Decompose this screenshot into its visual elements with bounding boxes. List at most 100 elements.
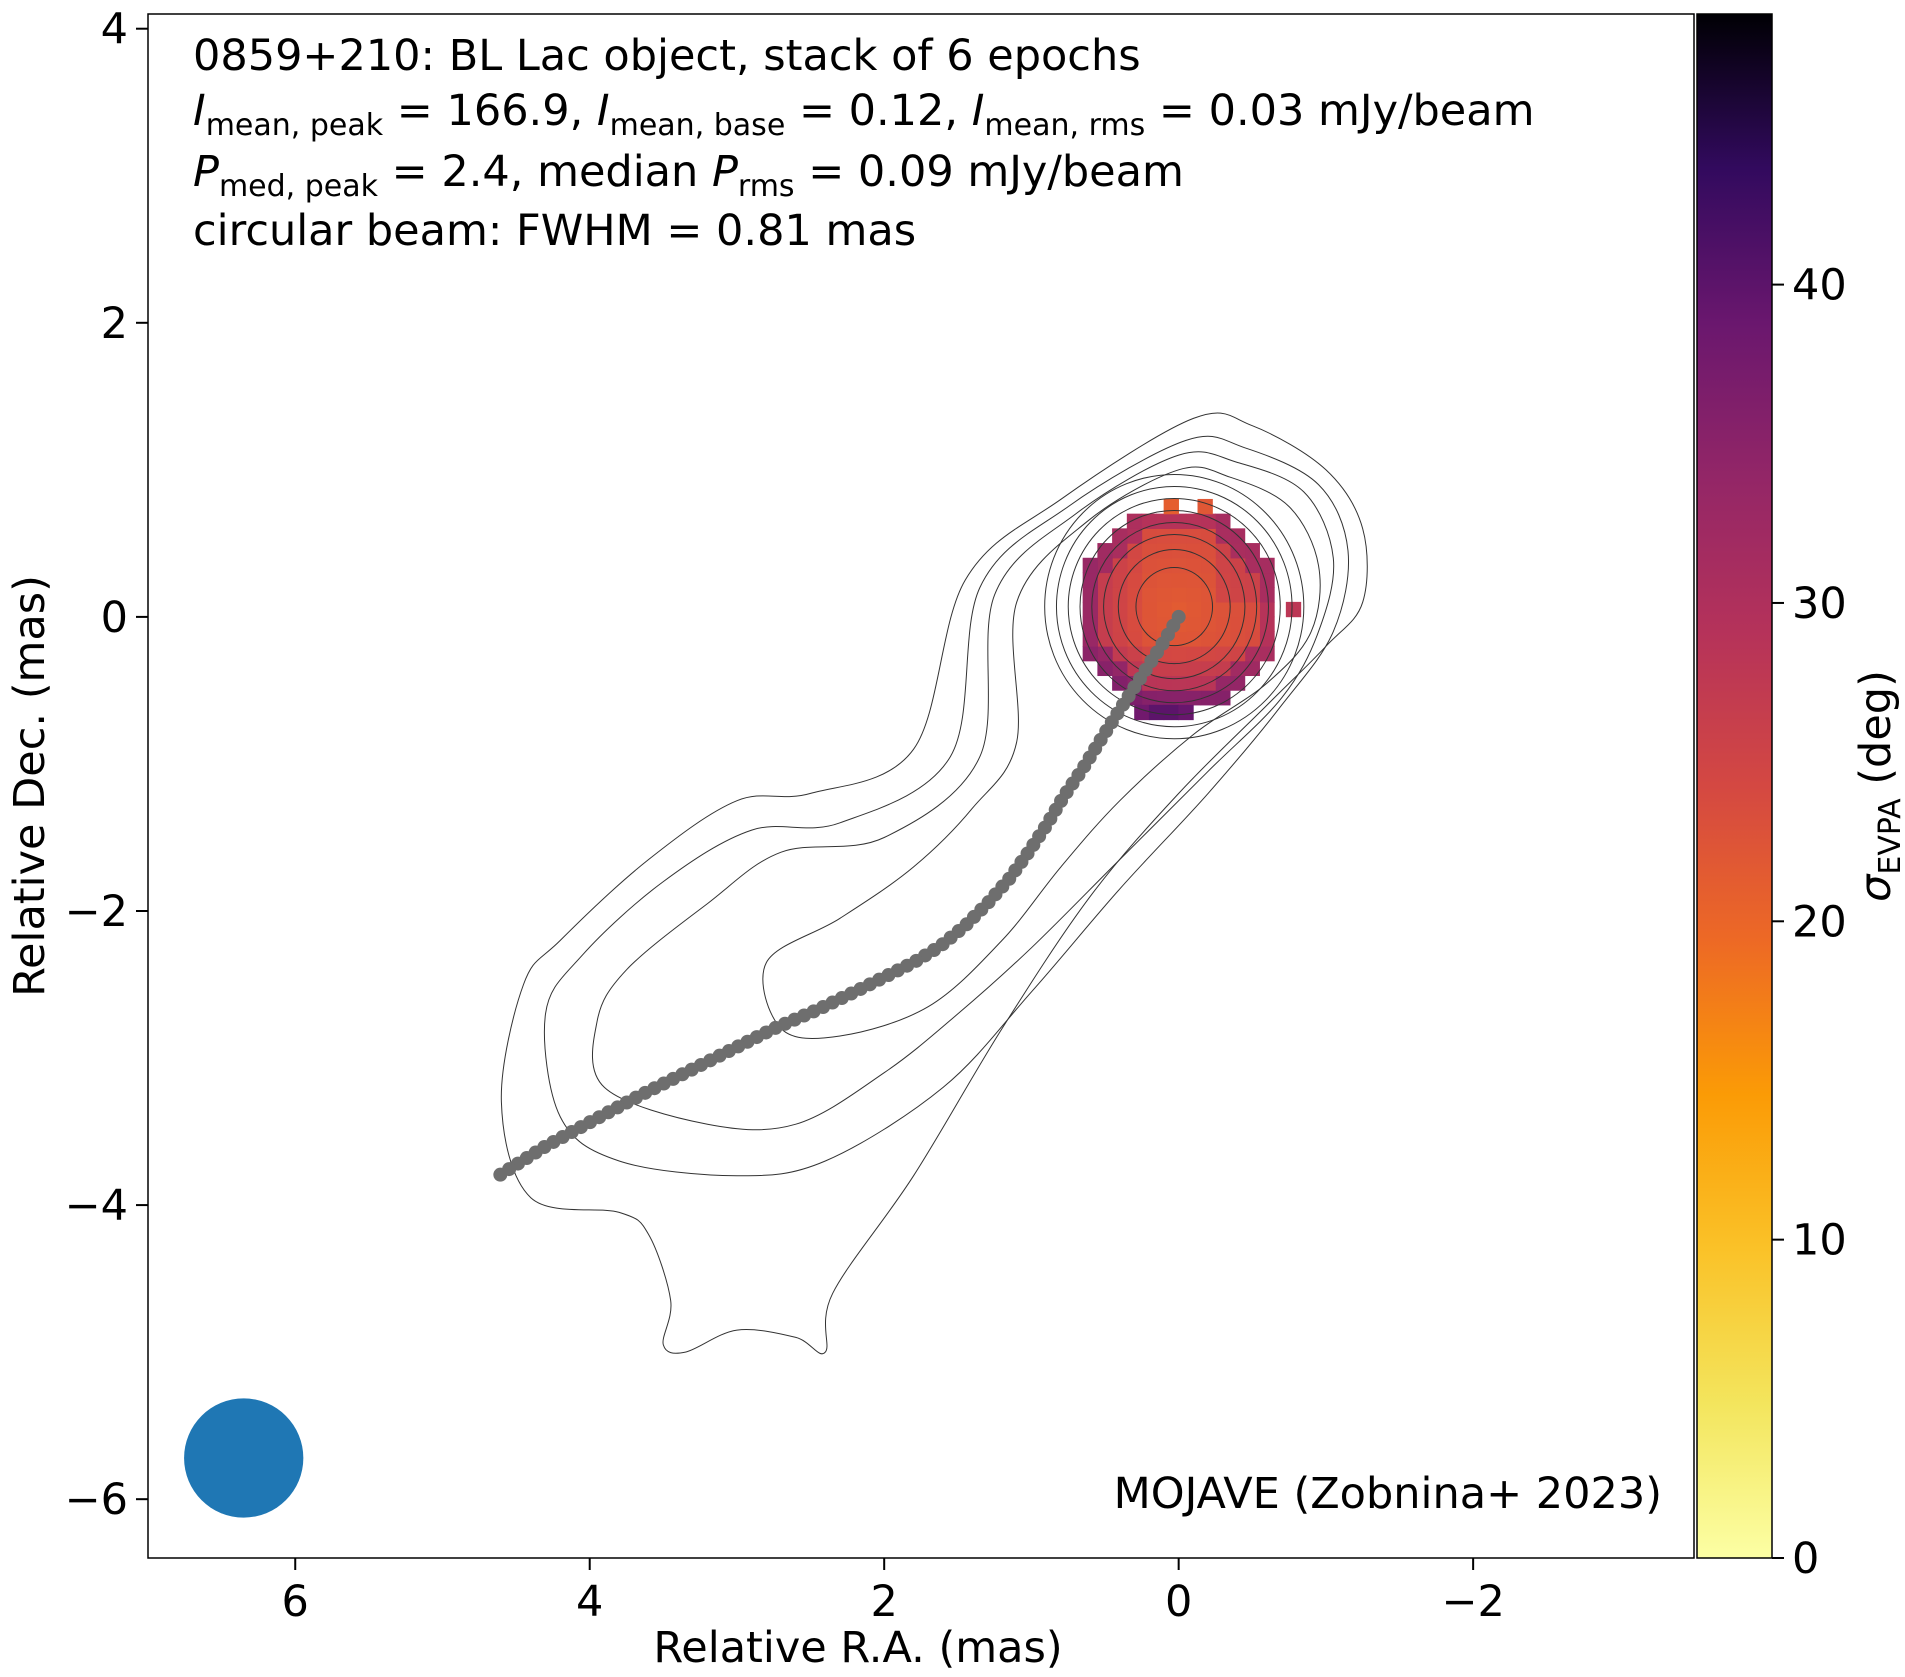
- plot-frame: [147, 13, 1695, 1559]
- x-axis-label: Relative R.A. (mas): [653, 1623, 1062, 1673]
- evpa-pixel: [1126, 557, 1143, 574]
- evpa-pixel: [1141, 543, 1157, 559]
- evpa-pixel: [1126, 601, 1143, 618]
- evpa-pixel: [1185, 601, 1202, 618]
- evpa-pixel: [1244, 587, 1260, 603]
- evpa-pixel: [1156, 557, 1172, 574]
- evpa-pixel: [1141, 631, 1157, 647]
- evpa-pixel: [1215, 660, 1231, 677]
- evpa-pixel: [1148, 704, 1165, 721]
- evpa-pixel: [1082, 601, 1098, 618]
- evpa-pixel: [1244, 616, 1260, 632]
- evpa-pixel: [1229, 645, 1246, 662]
- evpa-pixel: [1112, 631, 1128, 647]
- evpa-pixel: [1112, 528, 1128, 544]
- x-tick-label: 2: [871, 1577, 898, 1627]
- evpa-pixel: [1185, 645, 1202, 662]
- evpa-pixel: [1126, 528, 1143, 544]
- evpa-pixel: [1244, 557, 1260, 574]
- evpa-pixel: [1244, 601, 1260, 618]
- annotation-line-4: circular beam: FWHM = 0.81 mas: [193, 206, 916, 256]
- contour-level: [1091, 521, 1258, 692]
- evpa-pixel: [1171, 675, 1187, 691]
- evpa-pixel: [1200, 528, 1216, 544]
- contour-level: [1067, 497, 1281, 716]
- x-tick-label: 0: [1165, 1577, 1192, 1627]
- evpa-pixel: [1112, 557, 1128, 574]
- evpa-pixel: [1229, 660, 1246, 677]
- contour-level: [762, 466, 1321, 1039]
- evpa-pixel: [1082, 616, 1098, 632]
- evpa-pixel: [1229, 543, 1246, 559]
- evpa-pixel: [1244, 660, 1260, 677]
- evpa-pixel: [1171, 543, 1187, 559]
- evpa-pixel: [1185, 616, 1202, 632]
- evpa-pixel: [1185, 631, 1202, 647]
- evpa-pixel: [1185, 660, 1202, 677]
- evpa-pixel: [1259, 572, 1275, 588]
- ridge-point: [493, 1167, 508, 1182]
- evpa-pixel: [1097, 557, 1113, 574]
- colorbar-tick-label: 30: [1792, 579, 1847, 629]
- evpa-pixel: [1141, 557, 1157, 574]
- evpa-pixel: [1171, 572, 1187, 588]
- y-tick-label: 0: [101, 593, 128, 643]
- evpa-pixel: [1200, 660, 1216, 677]
- evpa-pixel: [1171, 690, 1187, 706]
- contour-level: [1103, 534, 1246, 680]
- evpa-pixel: [1200, 631, 1216, 647]
- evpa-pixel: [1156, 675, 1172, 691]
- x-axis-ticks: 6 4 2 0 −2: [282, 1558, 1505, 1627]
- colorbar-tick-label: 10: [1792, 1216, 1847, 1266]
- evpa-pixel: [1259, 631, 1275, 647]
- evpa-pixel: [1126, 631, 1143, 647]
- evpa-pixel: [1141, 572, 1157, 588]
- evpa-pixel: [1229, 616, 1246, 632]
- evpa-pixel: [1259, 587, 1275, 603]
- contour-level: [543, 435, 1349, 1177]
- contour-level: [1044, 473, 1305, 740]
- evpa-pixel: [1229, 587, 1246, 603]
- y-tick-label: −2: [65, 887, 128, 937]
- evpa-pixel: [1229, 601, 1246, 618]
- evpa-pixel: [1156, 513, 1172, 529]
- evpa-pixel: [1097, 660, 1113, 677]
- evpa-pixel: [1156, 528, 1172, 544]
- evpa-pixel: [1156, 587, 1172, 603]
- evpa-pixel: [1082, 557, 1098, 574]
- evpa-pixel: [1259, 645, 1275, 662]
- evpa-pixel: [1215, 690, 1231, 706]
- evpa-pixel: [1215, 543, 1231, 559]
- evpa-pixel: [1229, 557, 1246, 574]
- evpa-pixel: [1200, 543, 1216, 559]
- evpa-pixel: [1215, 601, 1231, 618]
- evpa-pixel: [1200, 513, 1216, 529]
- evpa-pixel: [1185, 690, 1202, 706]
- contour-level: [1135, 567, 1214, 647]
- evpa-pixel: [1178, 704, 1194, 721]
- evpa-pixel: [1097, 587, 1113, 603]
- evpa-pixel: [1112, 572, 1128, 588]
- y-tick-label: −6: [65, 1475, 128, 1525]
- evpa-pixel: [1197, 498, 1213, 515]
- colorbar-ticks: 0 10 20 30 40: [1772, 261, 1847, 1584]
- evpa-pixel: [1229, 675, 1246, 691]
- evpa-pixel: [1215, 557, 1231, 574]
- evpa-pixel: [1185, 528, 1202, 544]
- intensity-contours: [500, 412, 1368, 1355]
- x-tick-label: 4: [576, 1577, 603, 1627]
- evpa-pixel: [1171, 587, 1187, 603]
- evpa-pixel: [1200, 601, 1216, 618]
- beam-circle: [184, 1398, 304, 1518]
- contour-level: [1117, 549, 1231, 665]
- beam-ellipse: [184, 1398, 304, 1518]
- evpa-pixel: [1156, 572, 1172, 588]
- colorbar-tick-label: 0: [1792, 1534, 1819, 1584]
- contour-level: [1055, 485, 1293, 728]
- evpa-pixel: [1215, 513, 1231, 529]
- evpa-pixel: [1244, 645, 1260, 662]
- evpa-pixel: [1126, 513, 1143, 529]
- evpa-pixel: [1082, 587, 1098, 603]
- evpa-pixel: [1126, 587, 1143, 603]
- evpa-pixel: [1171, 660, 1187, 677]
